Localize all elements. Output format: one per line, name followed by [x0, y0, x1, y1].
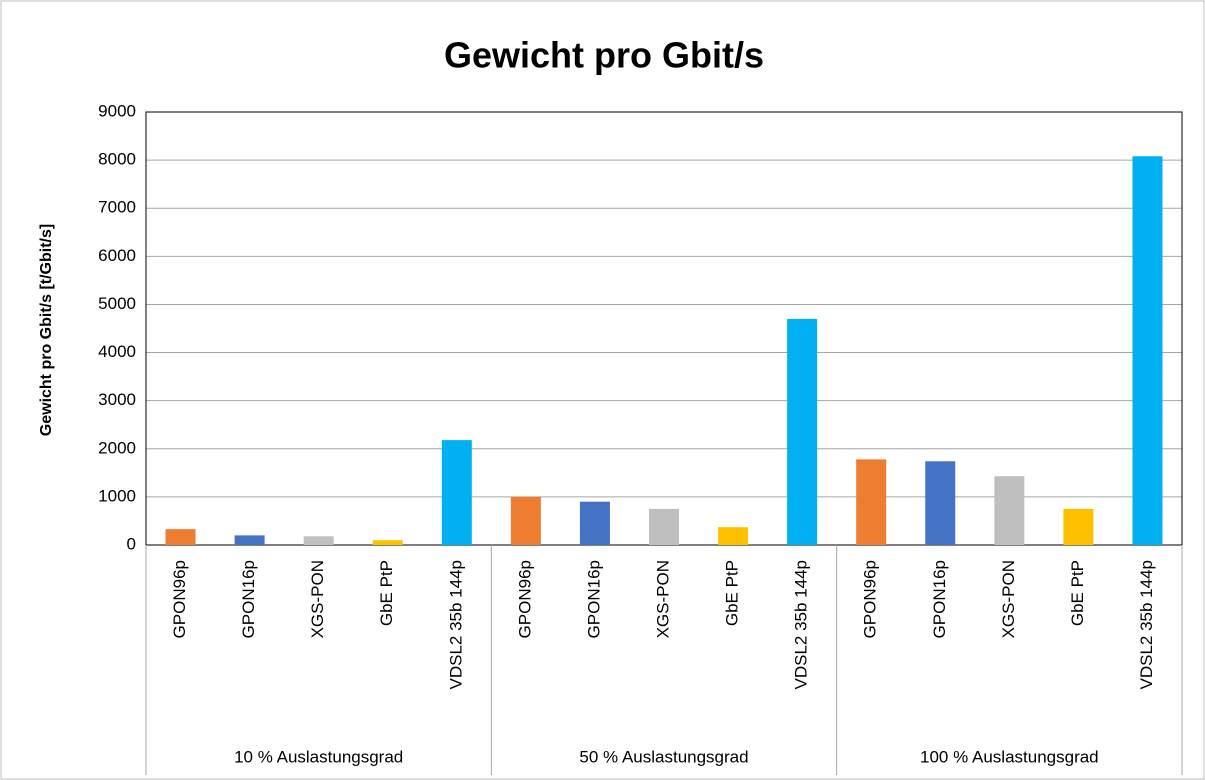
- bar: [165, 529, 196, 545]
- group-label: 10 % Auslastungsgrad: [234, 747, 403, 766]
- y-tick-label: 0: [127, 534, 136, 553]
- bar: [649, 508, 679, 545]
- group-label: 100 % Auslastungsgrad: [920, 747, 1099, 766]
- bar: [925, 461, 956, 545]
- bar: [579, 501, 610, 545]
- x-tick-label: GPON16p: [930, 560, 949, 638]
- bar: [1063, 508, 1094, 545]
- y-tick-label: 1000: [98, 486, 136, 505]
- y-tick-label: 7000: [98, 198, 136, 217]
- bar: [1132, 156, 1163, 546]
- bar: [787, 318, 818, 545]
- y-axis-label: Gewicht pro Gbit/s [t/Gbit/s]: [38, 224, 55, 436]
- x-tick-label: VDSL2 35b 144p: [792, 560, 811, 690]
- x-tick-label: GPON16p: [239, 560, 258, 638]
- y-tick-label: 3000: [98, 390, 136, 409]
- bar: [718, 527, 749, 545]
- x-tick-label: VDSL2 35b 144p: [446, 560, 465, 690]
- x-tick-label: XGS-PON: [653, 560, 672, 638]
- x-tick-label: GbE PtP: [1068, 560, 1087, 626]
- x-tick-label: GbE PtP: [723, 560, 742, 626]
- x-tick-label: XGS-PON: [308, 560, 327, 638]
- y-tick-label: 2000: [98, 438, 136, 457]
- bar: [856, 459, 887, 545]
- group-label: 50 % Auslastungsgrad: [579, 747, 748, 766]
- y-tick-label: 8000: [98, 150, 136, 169]
- x-tick-label: GPON96p: [515, 560, 534, 638]
- bar: [441, 440, 472, 545]
- x-tick-label: XGS-PON: [999, 560, 1018, 638]
- y-tick-label: 4000: [98, 342, 136, 361]
- y-tick-label: 5000: [98, 294, 136, 313]
- x-tick-label: GPON96p: [170, 560, 189, 638]
- bar: [372, 540, 403, 545]
- chart-title: Gewicht pro Gbit/s: [444, 35, 764, 76]
- bar: [510, 496, 541, 545]
- bar: [994, 476, 1025, 545]
- x-tick-label: VDSL2 35b 144p: [1137, 560, 1156, 690]
- y-tick-label: 9000: [98, 101, 136, 120]
- x-tick-label: GPON16p: [584, 560, 603, 638]
- bar: [234, 535, 265, 545]
- x-tick-label: GbE PtP: [377, 560, 396, 626]
- y-tick-label: 6000: [98, 246, 136, 265]
- bar: [303, 536, 334, 545]
- x-tick-label: GPON96p: [861, 560, 880, 638]
